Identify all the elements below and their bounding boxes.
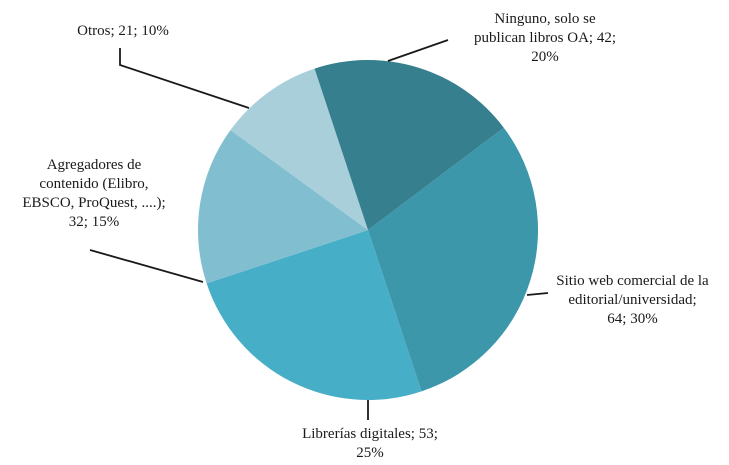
slice-label-otros: Otros; 21; 10% — [77, 23, 169, 39]
leader-line-4 — [387, 39, 449, 62]
pie-slice-3 — [230, 68, 368, 231]
slice-label-sitio-web: Sitio web comercial de la editorial/univ… — [556, 273, 709, 327]
slice-label-agregadores: Agregadores de contenido (Elibro, EBSCO,… — [22, 157, 166, 230]
leader-line-0 — [526, 292, 549, 296]
slice-label-librerias-digitales: Librerías digitales; 53; 25% — [302, 426, 438, 461]
leader-line-3 — [119, 48, 250, 109]
slice-label-ninguno: Ninguno, solo se publican libros OA; 42;… — [473, 11, 617, 65]
leader-line-2 — [89, 249, 204, 283]
pie-slice-2 — [197, 130, 368, 284]
pie-slice-0 — [368, 127, 538, 392]
pie-slice-4 — [314, 59, 504, 230]
pie-slice-1 — [206, 230, 422, 401]
